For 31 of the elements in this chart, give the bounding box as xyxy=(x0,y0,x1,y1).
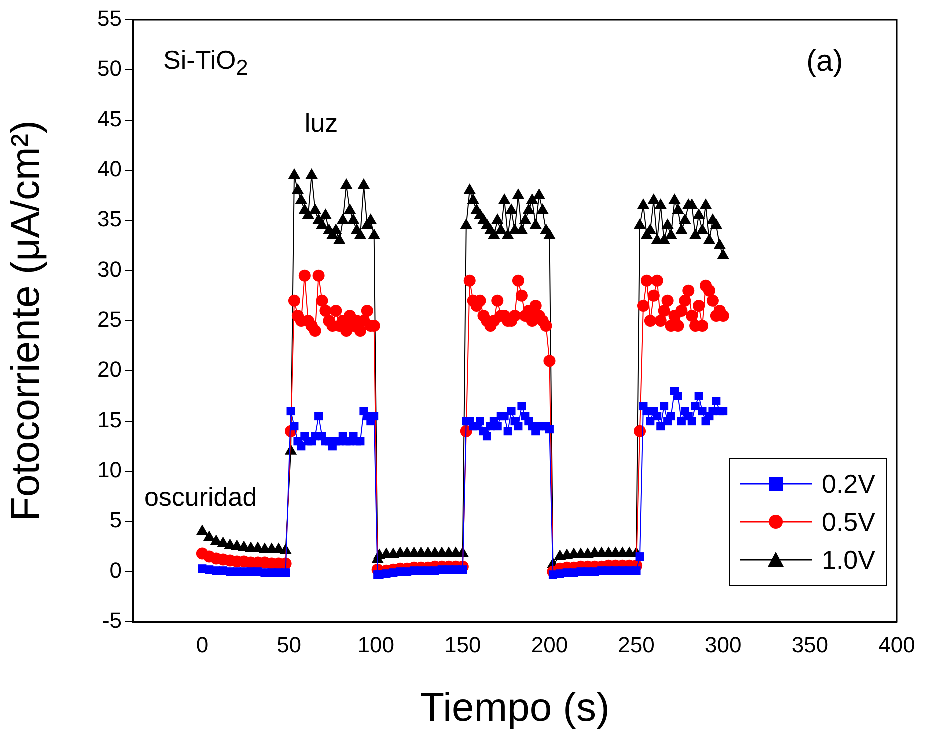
x-tick-label: 200 xyxy=(531,632,568,658)
y-tick-label: 45 xyxy=(98,106,122,132)
y-tick-label: 25 xyxy=(98,307,122,332)
annotation: luz xyxy=(304,108,338,138)
y-tick-label: 55 xyxy=(98,6,122,32)
y-axis-title: Fotocorriente (μA/cm²) xyxy=(4,120,48,522)
legend-label: 0.2V xyxy=(822,468,876,500)
x-tick-label: 300 xyxy=(705,632,742,658)
x-tick-label: 350 xyxy=(792,632,829,658)
y-tick-label: 15 xyxy=(98,407,122,432)
x-tick-label: 250 xyxy=(618,632,655,658)
legend-label: 1.0V xyxy=(822,544,876,576)
legend-label: 0.5V xyxy=(822,506,876,538)
x-axis-title: Tiempo (s) xyxy=(420,686,610,730)
y-tick-label: 35 xyxy=(98,206,122,232)
y-tick-label: -5 xyxy=(102,608,122,634)
x-tick-label: 150 xyxy=(444,632,482,658)
y-tick-label: 40 xyxy=(98,156,122,182)
x-tick-label: 100 xyxy=(358,632,394,658)
y-tick-label: 0 xyxy=(110,558,122,583)
y-tick-label: 30 xyxy=(98,256,122,282)
y-tick-label: 20 xyxy=(98,357,122,382)
y-tick-label: 5 xyxy=(110,508,122,533)
y-tick-label: 50 xyxy=(98,56,122,82)
annotation: (a) xyxy=(806,45,844,78)
annotation: oscuridad xyxy=(144,482,258,512)
y-tick-label: 10 xyxy=(98,458,122,483)
annotation: Si-TiO$_{2}$ xyxy=(164,45,248,80)
x-tick-label: 0 xyxy=(196,632,209,658)
x-tick-label: 400 xyxy=(878,632,916,658)
x-tick-label: 50 xyxy=(277,632,302,658)
